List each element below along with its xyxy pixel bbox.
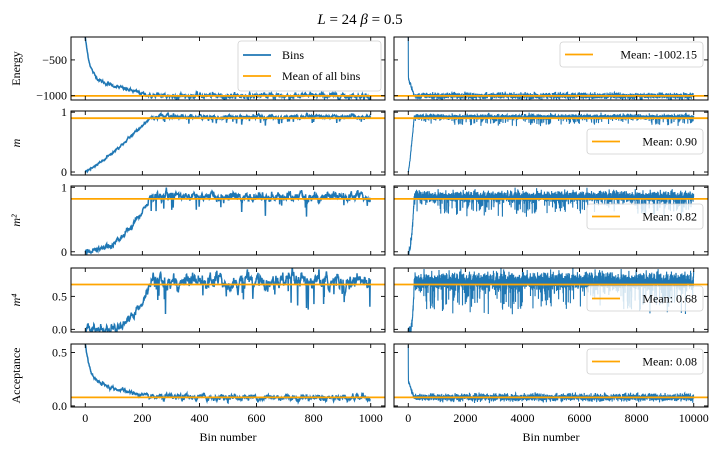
panel-2-left: 0 1 m² xyxy=(9,180,386,259)
x-tick-label: 4000 xyxy=(510,411,534,425)
legend-label-mean-value: Mean: -1002.15 xyxy=(620,48,697,62)
y-tick-label: −500 xyxy=(42,53,67,67)
axes-frame xyxy=(393,267,709,333)
legend-box xyxy=(586,285,704,312)
legend-label-mean-value: Mean: 0.82 xyxy=(642,210,697,224)
legend-box xyxy=(586,348,704,375)
x-tick-label: 8000 xyxy=(625,411,649,425)
panels-group: −1000 −500 Energy Bins Mean of all bins Mean:… xyxy=(9,36,709,425)
panel-1-left: 0 1 m xyxy=(9,105,386,179)
legend-box xyxy=(586,128,704,155)
y-axis-label: Energy xyxy=(9,51,23,85)
panel-0-right: Mean: -1002.15 xyxy=(393,36,709,101)
legend-label-mean-value: Mean: 0.90 xyxy=(642,135,697,149)
bins-series-line xyxy=(407,268,695,332)
x-tick-label: 0 xyxy=(405,411,411,425)
axes-frame xyxy=(393,36,709,101)
panel-1-right: Mean: 0.90 xyxy=(393,110,709,176)
bins-series-line xyxy=(407,111,695,173)
legend-label-mean-value: Mean: 0.68 xyxy=(642,292,697,306)
axes-frame xyxy=(70,185,386,256)
axes-frame xyxy=(393,185,709,256)
y-axis-label: m xyxy=(9,138,23,147)
panel-3-right: Mean: 0.68 xyxy=(393,267,709,333)
x-tick-label: 10000 xyxy=(679,411,709,425)
axes-frame xyxy=(70,343,386,408)
legend-label-mean-value: Mean: 0.08 xyxy=(642,355,697,369)
axes-frame xyxy=(393,343,709,408)
axes-frame xyxy=(393,110,709,176)
bins-series-line xyxy=(84,344,371,405)
axes-frame xyxy=(70,36,386,101)
x-tick-label: 2000 xyxy=(453,411,477,425)
legend-box xyxy=(559,41,704,68)
x-tick-label: 800 xyxy=(305,411,323,425)
y-tick-label: 1 xyxy=(61,105,67,119)
axes-frame xyxy=(70,110,386,176)
y-tick-label: 0.5 xyxy=(52,346,67,360)
panel-0-left: −1000 −500 Energy Bins Mean of all bins xyxy=(9,36,386,103)
legend-box xyxy=(586,203,704,230)
legend-box xyxy=(237,40,382,92)
y-tick-label: −1000 xyxy=(36,89,67,103)
x-tick-label: 600 xyxy=(248,411,266,425)
axes-frame xyxy=(70,267,386,333)
figure-title: L = 24 β = 0.5 xyxy=(316,12,402,28)
x-tick-label: 0 xyxy=(82,411,88,425)
y-axis-label: m⁴ xyxy=(9,294,23,307)
y-tick-label: 1 xyxy=(61,180,67,194)
y-tick-label: 0 xyxy=(61,165,67,179)
bins-series-line xyxy=(84,111,372,174)
y-tick-label: 0 xyxy=(61,245,67,259)
legend-label-mean: Mean of all bins xyxy=(282,69,361,83)
x-axis-label-left: Bin number xyxy=(200,430,257,444)
panel-4-right: 0 2000 4000 6000 8000 10000 Mean: 0.08 xyxy=(393,343,709,425)
legend-label-bins: Bins xyxy=(282,48,304,62)
bins-series-line xyxy=(84,37,372,100)
x-axis-label-right: Bin number xyxy=(523,430,580,444)
y-axis-label: Acceptance xyxy=(9,348,23,404)
x-tick-label: 400 xyxy=(190,411,208,425)
panel-3-left: 0.0 0.5 m⁴ xyxy=(9,267,386,336)
x-tick-label: 6000 xyxy=(568,411,592,425)
y-tick-label: 0.0 xyxy=(52,399,67,413)
bins-series-line xyxy=(84,187,371,255)
bins-series-line xyxy=(84,268,372,332)
panel-2-right: Mean: 0.82 xyxy=(393,185,709,256)
y-axis-label: m² xyxy=(9,214,23,227)
x-tick-label: 200 xyxy=(133,411,151,425)
x-tick-label: 1000 xyxy=(359,411,383,425)
y-tick-label: 0.0 xyxy=(52,322,67,336)
y-tick-label: 0.5 xyxy=(52,289,67,303)
panel-4-left: 0 200 400 600 800 1000 0.0 0.5 Acceptance xyxy=(9,343,386,425)
